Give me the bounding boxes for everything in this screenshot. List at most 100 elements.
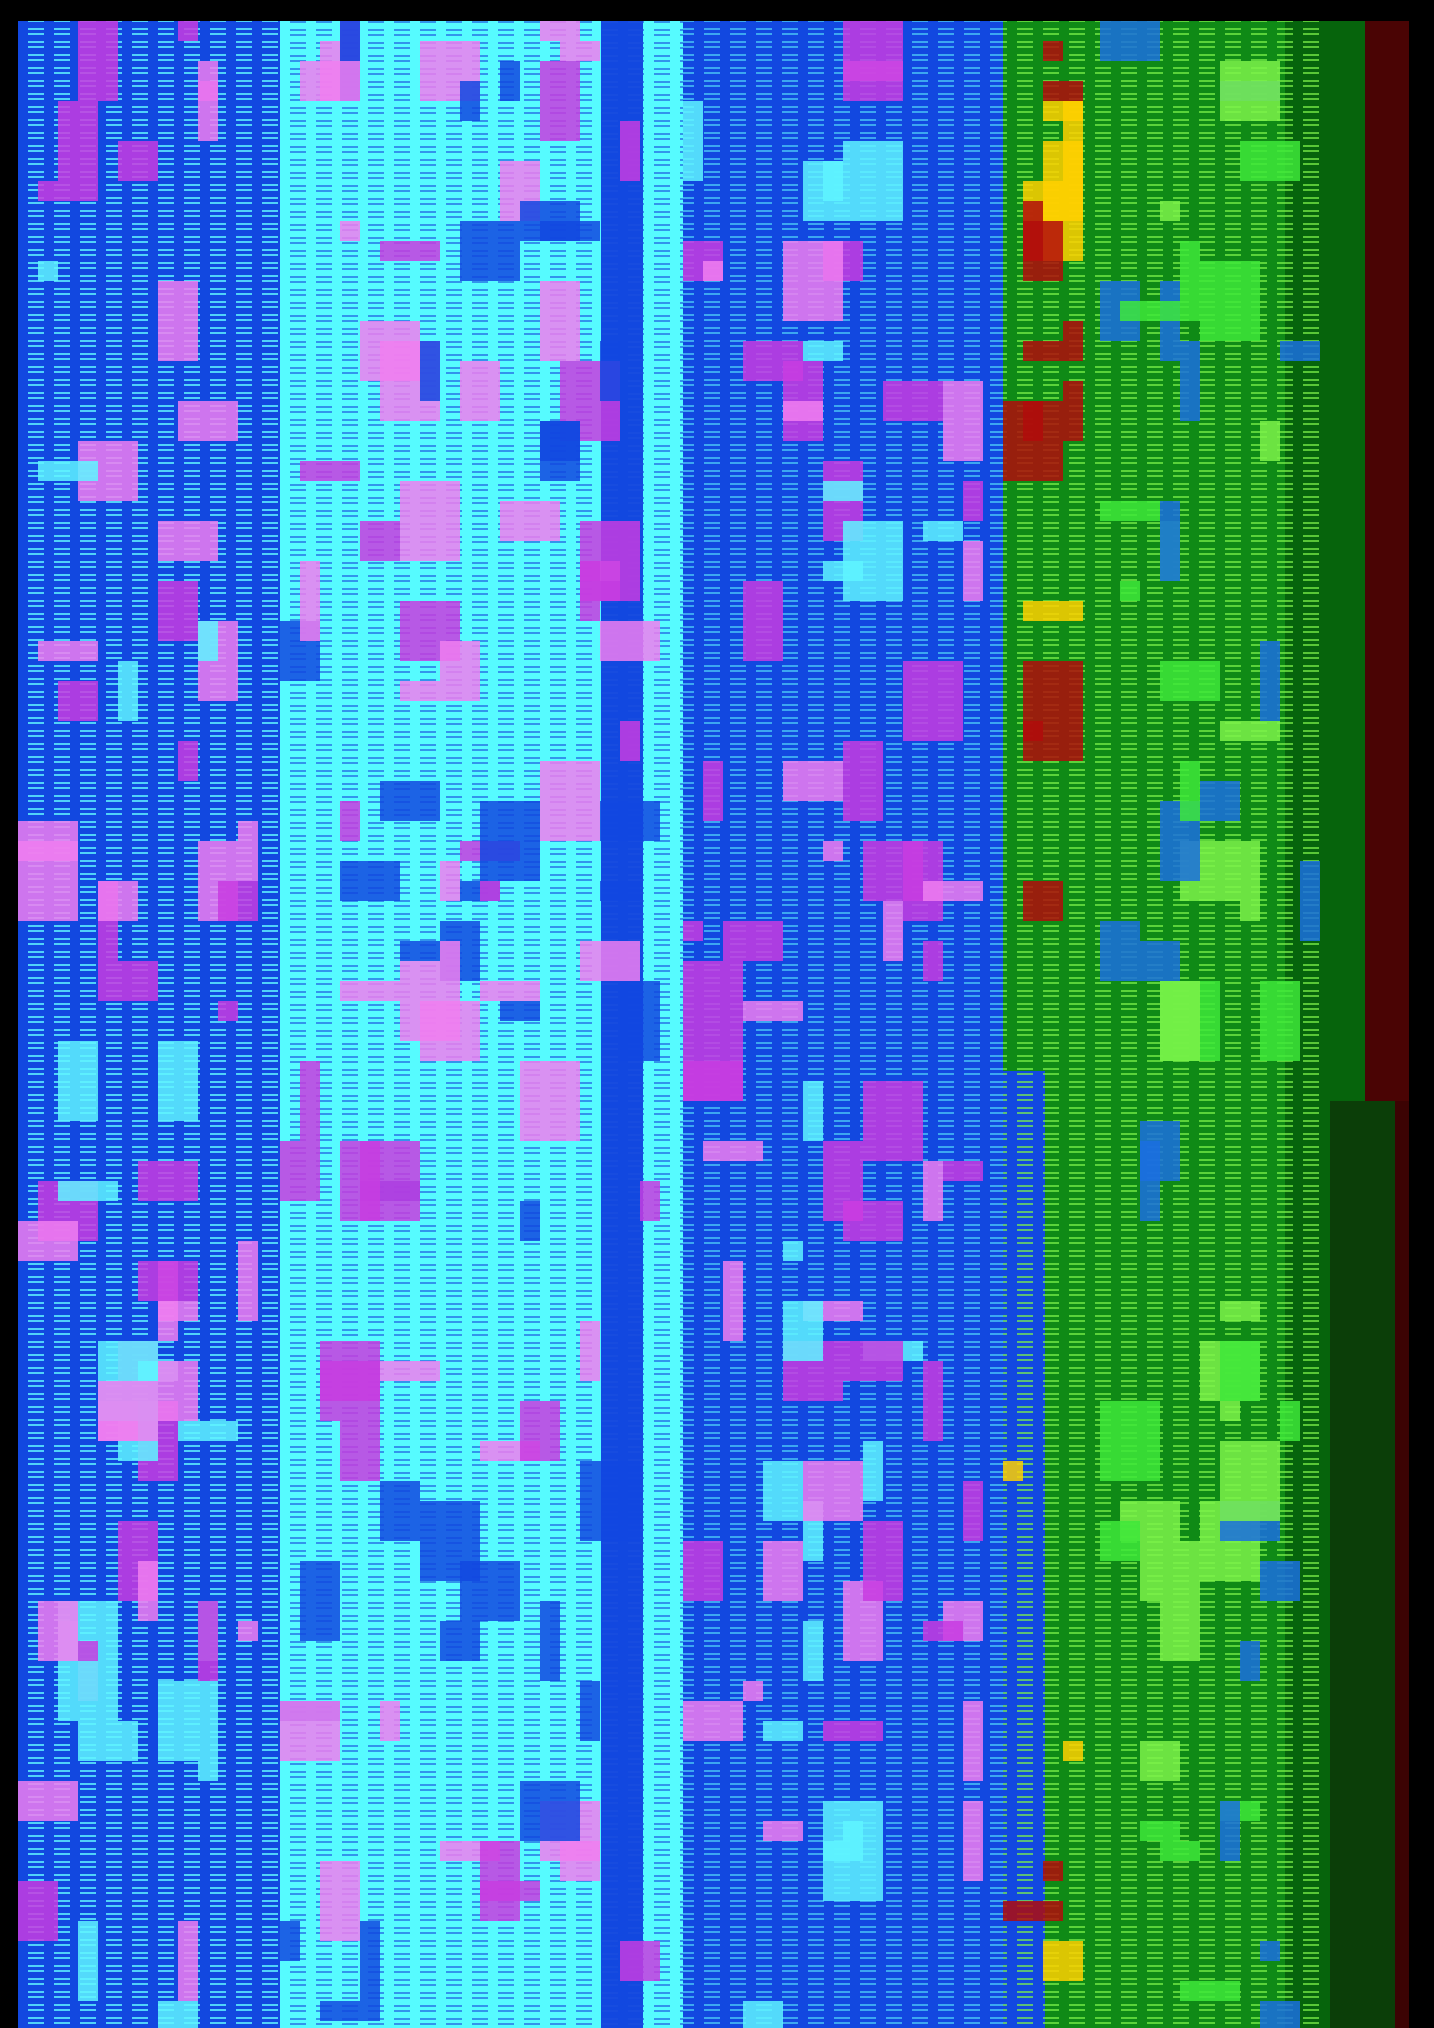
glitch-block <box>540 1601 560 1681</box>
glitch-block <box>1063 381 1083 441</box>
glitch-block <box>580 941 640 981</box>
glitch-block <box>178 21 198 41</box>
glitch-block <box>1220 1801 1240 1861</box>
glitch-block <box>540 21 580 41</box>
glitch-block <box>1220 1301 1260 1321</box>
glitch-block <box>1200 261 1260 341</box>
glitch-block <box>1240 1641 1260 1681</box>
glitch-block <box>863 1521 903 1601</box>
glitch-block <box>238 1621 258 1641</box>
glitch-block <box>803 1621 823 1681</box>
glitch-block <box>883 381 943 421</box>
glitch-block <box>1220 1441 1280 1521</box>
glitch-block <box>1100 21 1160 61</box>
glitch-block <box>703 1141 763 1161</box>
glitch-block <box>620 1941 660 1981</box>
glitch-block <box>460 361 500 421</box>
glitch-block <box>98 961 158 1001</box>
glitch-block <box>198 1601 218 1681</box>
glitch-block <box>440 641 480 701</box>
glitch-block <box>38 181 98 201</box>
glitch-block <box>340 981 400 1001</box>
glitch-block <box>1023 881 1063 921</box>
glitch-block <box>78 1721 138 1761</box>
glitch-block <box>823 1841 863 1861</box>
glitch-block <box>1160 1601 1200 1661</box>
dark-red-band <box>1365 21 1409 1101</box>
glitch-block <box>178 1421 238 1441</box>
glitch-block <box>198 61 218 141</box>
glitch-block <box>1023 721 1083 761</box>
glitch-block <box>38 261 58 281</box>
glitch-block <box>238 1241 258 1321</box>
glitch-block <box>1140 941 1180 981</box>
glitch-block <box>1100 1521 1140 1561</box>
glitch-block <box>118 141 158 181</box>
glitch-block <box>198 621 218 661</box>
glitch-block <box>683 1701 743 1741</box>
glitch-block <box>723 921 783 961</box>
glitch-block <box>963 481 983 521</box>
glitch-block <box>1160 1841 1200 1861</box>
glitch-block <box>158 1041 198 1121</box>
glitch-block <box>843 741 883 821</box>
glitch-block <box>923 941 943 981</box>
glitch-block <box>580 601 600 621</box>
glitch-block <box>78 1921 98 2001</box>
glitch-block <box>783 761 843 801</box>
glitch-block <box>540 421 580 461</box>
glitch-block <box>843 21 903 101</box>
glitch-block <box>1140 1541 1200 1601</box>
glitch-block <box>1220 1341 1260 1401</box>
dark-red-band <box>1395 1101 1409 2028</box>
glitch-block <box>380 1361 440 1381</box>
glitch-block <box>620 981 660 1061</box>
glitch-block <box>218 1001 238 1021</box>
glitch-block <box>320 2001 380 2021</box>
glitch-block <box>1063 321 1083 341</box>
glitch-block <box>683 961 743 1021</box>
glitch-block <box>360 1921 380 2001</box>
glitch-block <box>1140 1821 1180 1841</box>
glitch-block <box>723 1261 743 1341</box>
glitch-block <box>683 921 703 941</box>
glitch-block <box>903 661 963 741</box>
glitch-block <box>1180 1981 1240 2001</box>
glitch-block <box>18 1781 78 1821</box>
glitch-block <box>158 521 218 561</box>
glitch-block <box>1003 1461 1023 1481</box>
glitch-block <box>763 1821 803 1841</box>
glitch-block <box>1043 101 1083 121</box>
glitch-block <box>683 1061 743 1101</box>
glitch-block <box>178 741 198 781</box>
glitch-block <box>1100 1401 1160 1481</box>
glitch-block <box>118 661 138 721</box>
glitch-block <box>1260 981 1300 1061</box>
glitch-block <box>500 501 560 541</box>
glitch-block <box>280 1701 340 1761</box>
glitch-block <box>158 1681 218 1761</box>
glitch-block <box>743 1001 803 1021</box>
glitch-block <box>1023 601 1083 621</box>
glitch-block <box>963 1701 983 1781</box>
glitch-block <box>620 721 640 761</box>
glitch-block <box>460 221 520 281</box>
glitch-block <box>560 41 600 61</box>
glitch-block <box>620 121 640 181</box>
glitch-block <box>158 581 198 641</box>
glitch-block <box>963 541 983 601</box>
glitch-block <box>158 1361 198 1421</box>
glitch-block <box>440 941 460 961</box>
glitch-block <box>640 1181 660 1221</box>
glitch-block <box>803 1461 863 1521</box>
glitch-block <box>480 801 540 881</box>
glitch-block <box>158 281 198 361</box>
glitch-block <box>943 381 983 461</box>
glitch-block <box>178 401 238 441</box>
glitch-block <box>1160 981 1200 1061</box>
glitch-block <box>158 2001 198 2028</box>
glitch-block <box>440 861 460 901</box>
glitch-block <box>923 1621 963 1641</box>
glitch-block <box>1043 81 1083 101</box>
